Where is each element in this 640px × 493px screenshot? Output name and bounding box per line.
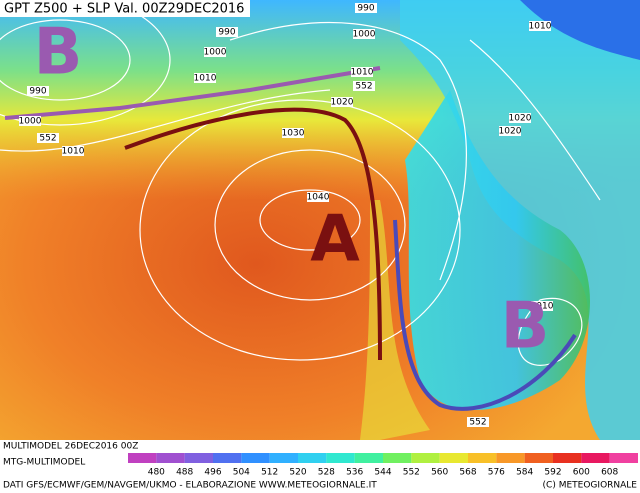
contour-label-bg [27, 86, 49, 96]
color-swatch [383, 453, 412, 463]
contour-label: 552 [39, 134, 56, 144]
color-swatch [213, 453, 242, 463]
color-swatch [354, 453, 383, 463]
contour-label: 990 [29, 87, 46, 97]
contour-label: 1010 [351, 68, 374, 78]
color-swatch [524, 453, 553, 463]
scale-tick-label: 536 [346, 468, 363, 478]
contour-label: 990 [357, 4, 374, 14]
color-swatch [468, 453, 497, 463]
isobars [0, 0, 600, 365]
low-pressure-label: B [501, 290, 550, 364]
contour-label-bg [499, 126, 521, 136]
scale-tick-label: 584 [516, 468, 533, 478]
color-swatch [496, 453, 525, 463]
contour-label: 1010 [529, 22, 552, 32]
contour-label: 1000 [204, 48, 227, 58]
contour-label: 1040 [307, 193, 330, 203]
contour-label: 1010 [531, 302, 554, 312]
contour-label-bg [509, 113, 531, 123]
contour-label-bg [216, 27, 238, 37]
contour-label-bg [351, 67, 373, 77]
color-swatch [241, 453, 270, 463]
contour-label-bg [282, 128, 304, 138]
scale-tick-label: 520 [289, 468, 306, 478]
sources-label: DATI GFS/ECMWF/GEM/NAVGEM/UKMO - ELABORA… [3, 481, 377, 491]
trough-line [393, 219, 577, 411]
contour-label-bg [204, 47, 226, 57]
contour-label: 1010 [62, 147, 85, 157]
contour-label-bg [353, 81, 375, 91]
scale-tick-label: 576 [488, 468, 505, 478]
scale-tick-label: 600 [573, 468, 590, 478]
contour-label: 1020 [509, 114, 532, 124]
contour-label-bg [62, 146, 84, 156]
contour-label: 1020 [499, 127, 522, 137]
copyright-label: (C) METEOGIORNALE [543, 481, 638, 491]
scale-tick-label: 560 [431, 468, 448, 478]
scale-tick-label: 592 [544, 468, 561, 478]
field-trough [405, 90, 590, 410]
scale-tick-label: 608 [601, 468, 618, 478]
color-swatch [298, 453, 327, 463]
contour-label-bg [529, 21, 551, 31]
color-swatch [184, 453, 213, 463]
color-swatch [411, 453, 440, 463]
map-title: GPT Z500 + SLP Val. 00Z29DEC2016 [4, 2, 244, 17]
contour-label-bg [355, 3, 377, 13]
contour-label: 1020 [331, 98, 354, 108]
contour-label-bg [194, 73, 216, 83]
scale-tick-label: 568 [459, 468, 476, 478]
scale-tick-label: 496 [204, 468, 221, 478]
contour-label-bg [307, 192, 329, 202]
contour-label-bg [531, 301, 553, 311]
contour-label: 1000 [353, 30, 376, 40]
contour-label: 1000 [19, 117, 42, 127]
color-swatch [326, 453, 355, 463]
scale-tick-label: 512 [261, 468, 278, 478]
scale-tick-label: 544 [374, 468, 391, 478]
scale-tick-label: 552 [403, 468, 420, 478]
contour-label-bg [331, 97, 353, 107]
footer [0, 440, 640, 493]
color-swatch [156, 453, 185, 463]
scale-tick-label: 488 [176, 468, 193, 478]
high-pressure-label: A [310, 203, 360, 277]
run-label: MULTIMODEL 26DEC2016 00Z [3, 442, 138, 452]
contour-label: 1010 [194, 74, 217, 84]
contour-label-bg [467, 417, 489, 427]
color-swatch [581, 453, 610, 463]
color-swatch [609, 453, 638, 463]
contour-label-bg [19, 116, 41, 126]
ridge-line [124, 107, 382, 361]
model-label: MTG-MULTIMODEL [3, 458, 85, 468]
color-swatch [439, 453, 468, 463]
contour-label: 552 [469, 418, 486, 428]
color-scale: 480 488 496 504 512 520 528 536 544 552 560 568 576 5… [128, 453, 638, 478]
scale-tick-label: 528 [318, 468, 335, 478]
contour-label: 990 [218, 28, 235, 38]
color-swatch [269, 453, 298, 463]
title-box [0, 0, 250, 17]
scale-tick-label: 480 [148, 468, 165, 478]
contour-label-bg [37, 133, 59, 143]
color-swatch [128, 453, 157, 463]
scale-tick-label: 504 [233, 468, 250, 478]
low-pressure-label: B [34, 16, 83, 90]
contour-label-bg [353, 29, 375, 39]
color-swatch [553, 453, 582, 463]
field-cold [520, 0, 640, 60]
contour-label: 552 [355, 82, 372, 92]
ridge-axis [4, 66, 381, 120]
contour-label: 1030 [282, 129, 305, 139]
